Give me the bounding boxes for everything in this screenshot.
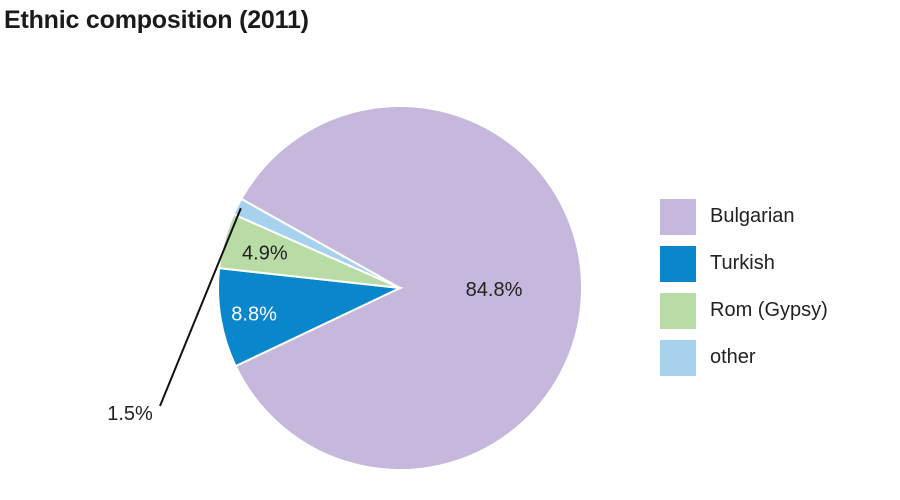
legend: Bulgarian Turkish Rom (Gypsy) other [660, 198, 828, 386]
legend-swatch-other [660, 339, 696, 376]
legend-label-rom: Rom (Gypsy) [710, 299, 828, 321]
pie-slice-other [232, 197, 401, 289]
legend-label-turkish: Turkish [710, 252, 775, 274]
value-label-turkish: 8.8% [231, 304, 277, 326]
legend-item-rom: Rom (Gypsy) [660, 292, 828, 329]
value-label-other: 1.5% [107, 403, 153, 425]
pie-slice-turkish [217, 267, 404, 368]
pie-slice-bulgarian [234, 105, 583, 471]
legend-label-other: other [710, 346, 756, 368]
chart-title: Ethnic composition (2011) [4, 6, 309, 34]
value-label-rom-gypsy: 4.9% [242, 243, 288, 265]
legend-swatch-turkish [660, 245, 696, 282]
legend-label-bulgarian: Bulgarian [710, 205, 795, 227]
legend-swatch-bulgarian [660, 198, 696, 235]
legend-item-bulgarian: Bulgarian [660, 198, 828, 235]
legend-item-turkish: Turkish [660, 245, 828, 282]
legend-swatch-rom [660, 292, 696, 329]
legend-item-other: other [660, 339, 828, 376]
value-label-bulgarian: 84.8% [466, 279, 523, 301]
leader-line-other [159, 207, 242, 407]
